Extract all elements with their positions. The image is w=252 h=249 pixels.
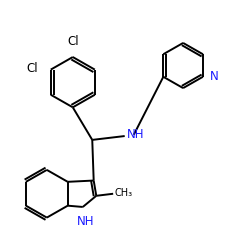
Text: CH₃: CH₃ [114, 188, 133, 198]
Text: Cl: Cl [27, 62, 38, 75]
Text: N: N [209, 69, 218, 82]
Text: NH: NH [77, 215, 94, 228]
Text: NH: NH [127, 128, 145, 141]
Text: Cl: Cl [68, 35, 79, 48]
